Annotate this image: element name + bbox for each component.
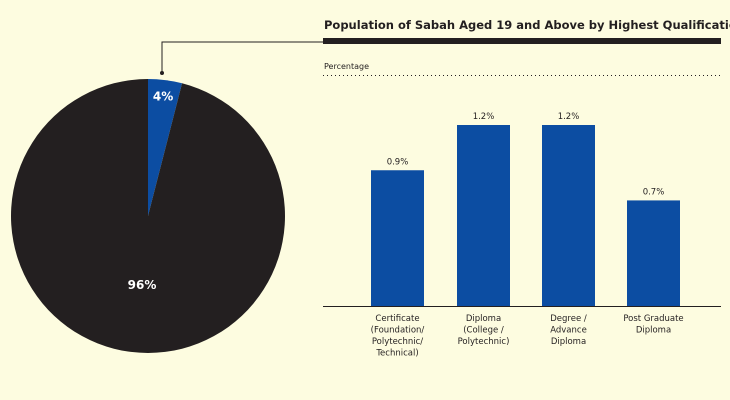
bar [371,170,424,306]
pie-slice [10,79,285,353]
x-tick-label: Technical) [375,349,418,359]
bar-value-label: 0.9% [387,157,409,167]
callout-line [161,41,323,73]
y-axis-label: Percentage [324,62,369,71]
bar-value-label: 1.2% [558,112,580,122]
pie-chart: 4% 96% [10,79,285,353]
bar-value-label: 1.2% [473,112,495,122]
title-rule [323,38,721,44]
x-tick-label: Certificate [375,314,419,324]
x-tick-label: (College / [463,326,504,336]
x-tick-label: Polytechnic/ [372,337,423,347]
x-tick-label: Polytechnic) [458,337,510,347]
bar [542,125,595,306]
bar [457,125,510,306]
x-tick-label: Advance [550,326,587,336]
pie-slice-label: 96% [128,278,157,292]
x-tick-label: (Foundation/ [371,326,425,336]
x-tick-label: Diploma [551,337,586,347]
x-tick-label: Post Graduate [623,314,683,324]
bar-value-label: 0.7% [643,187,665,197]
x-tick-label: Degree / [550,314,587,324]
chart-title: Population of Sabah Aged 19 and Above by… [324,18,730,32]
x-tick-label: Diploma [466,314,501,324]
pie-slice [148,79,183,216]
bar-chart: 0.9% Certificate (Foundation/Polytechnic/T… [371,112,684,359]
bar [627,200,680,306]
pie-slice-label: 4% [153,89,173,103]
callout-dot [160,71,164,75]
x-tick-label: Diploma [636,326,671,336]
